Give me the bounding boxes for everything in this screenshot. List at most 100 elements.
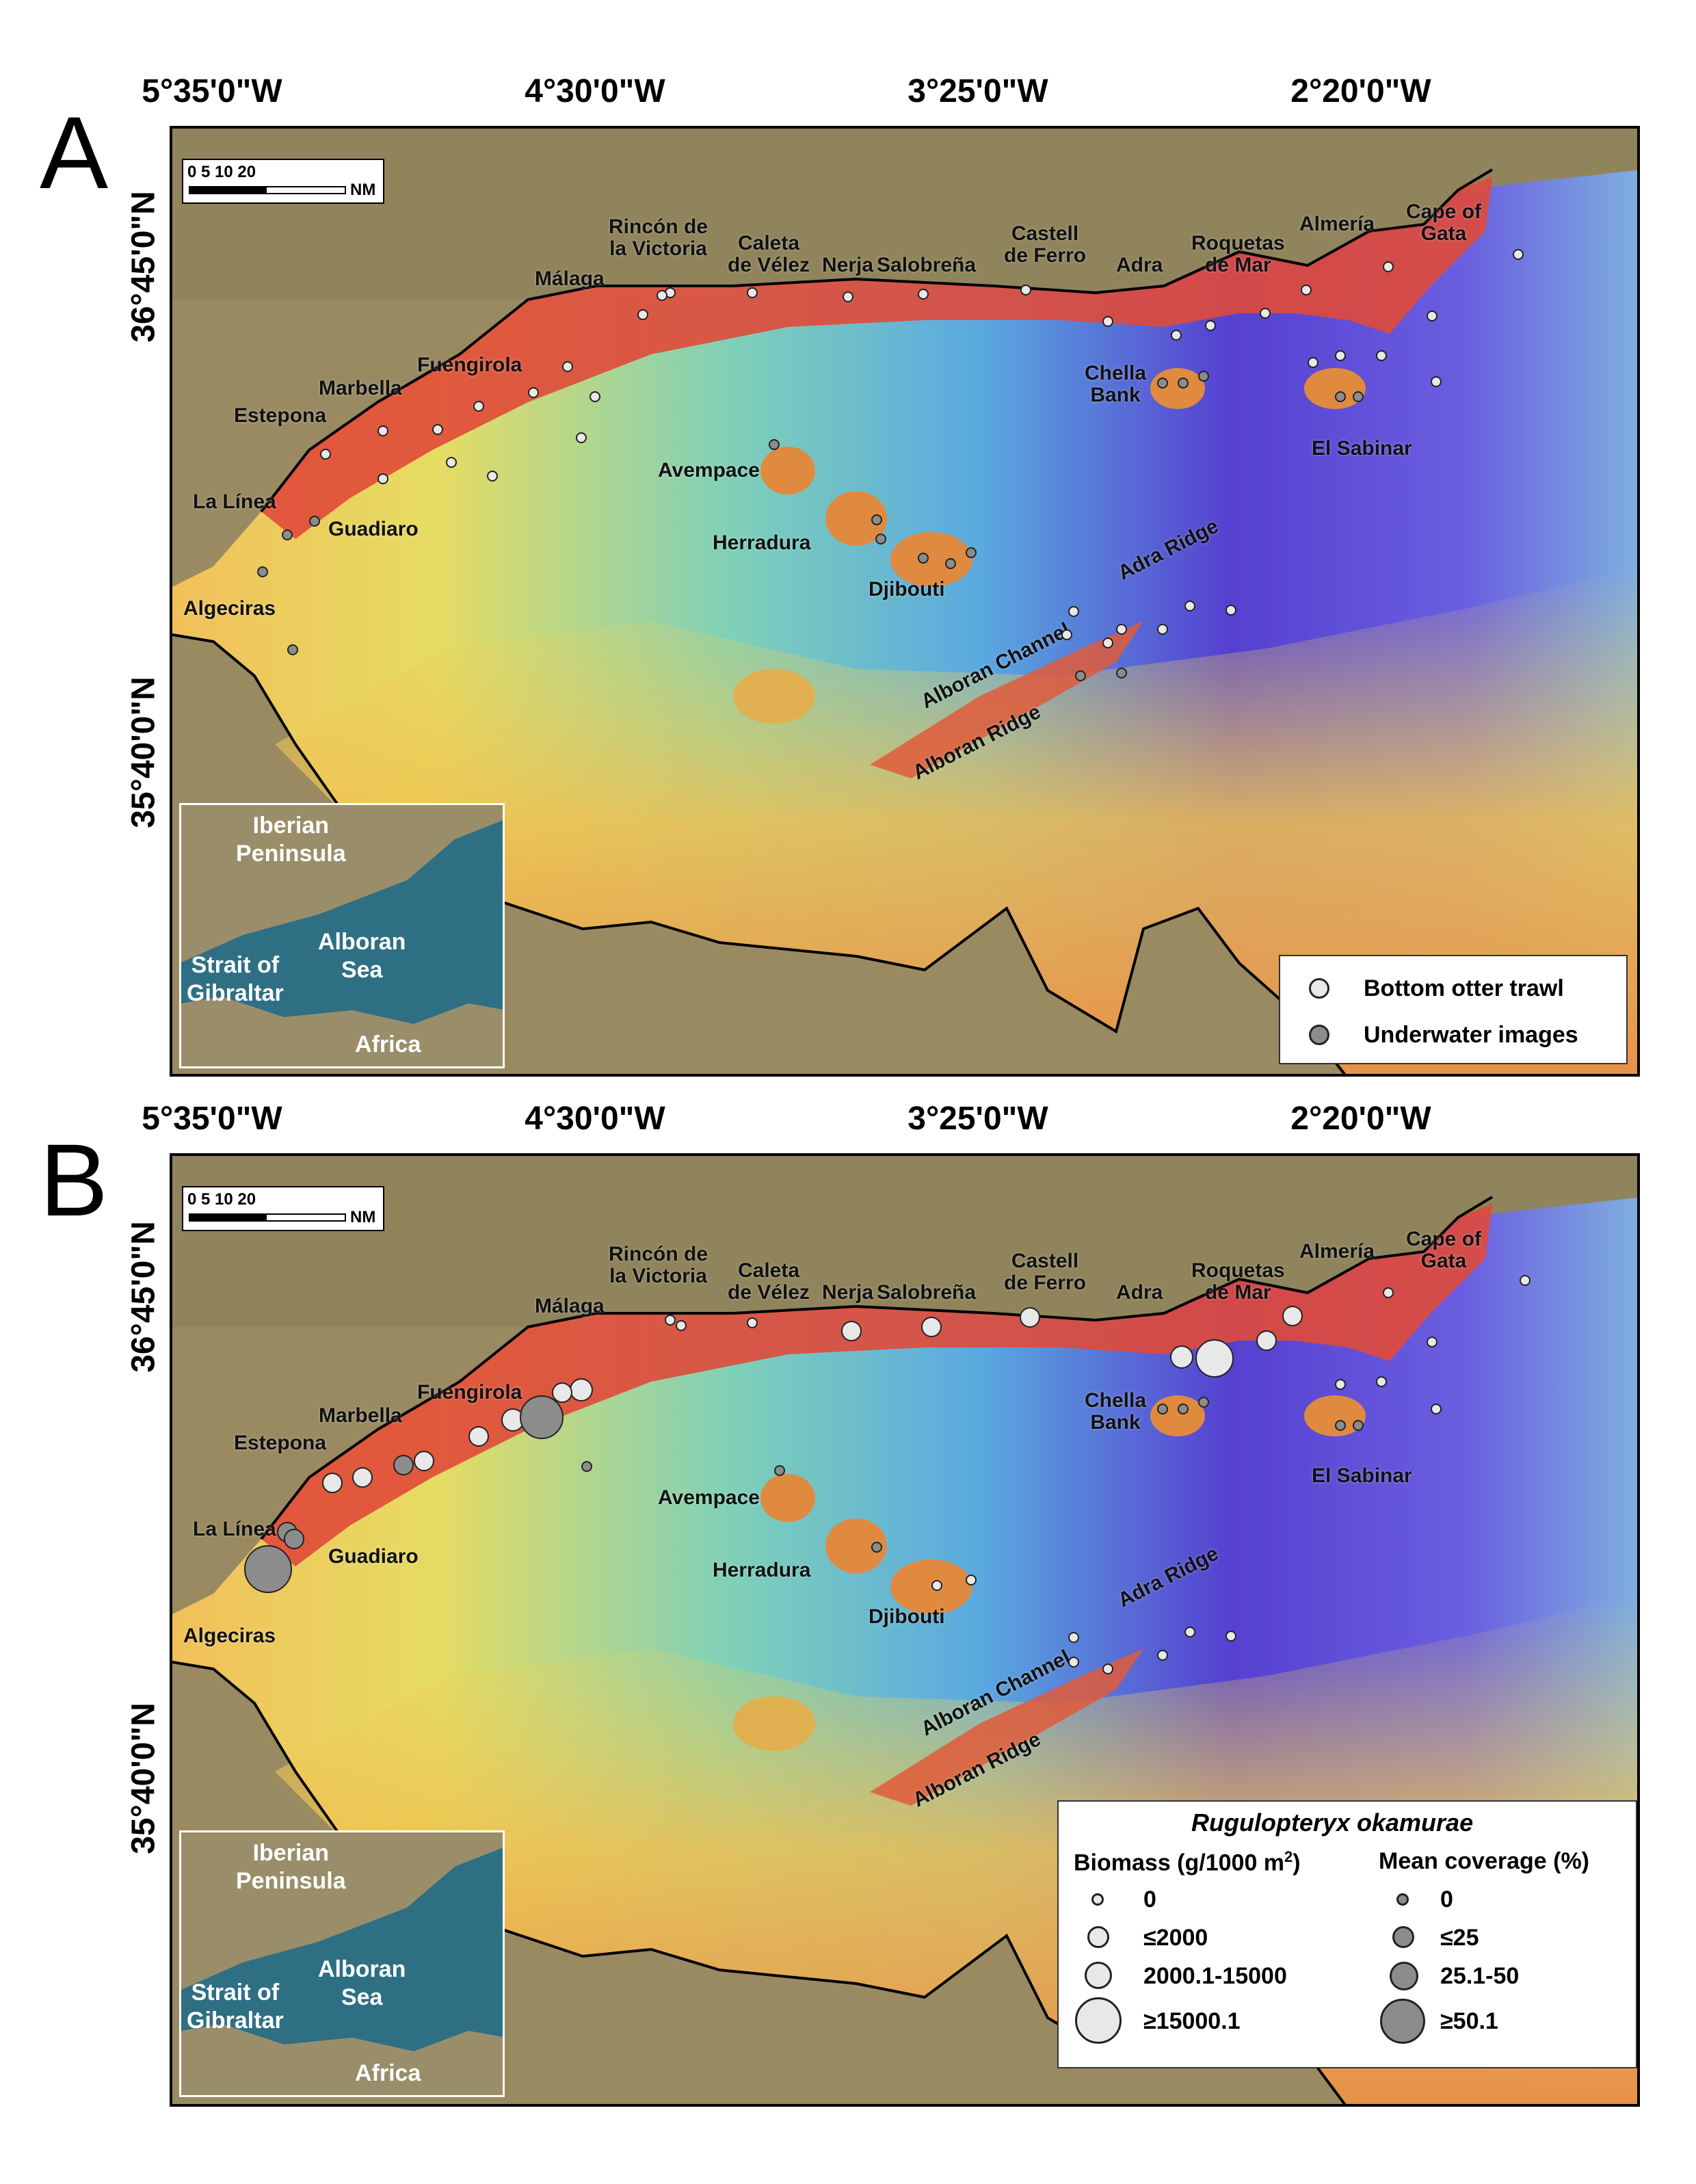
trawl-sample-point — [843, 291, 853, 302]
image-sample-point — [871, 1542, 882, 1553]
trawl-sample-point — [747, 287, 758, 298]
trawl-sample-point — [1020, 285, 1031, 295]
trawl-sample-point — [1205, 320, 1216, 331]
trawl-sample-point — [589, 391, 600, 402]
trawl-sample-point — [562, 361, 573, 372]
lon-tick: 2°20'0"W — [1290, 1101, 1431, 1137]
image-sample-point — [1335, 391, 1346, 402]
place-label: Rincón de la Victoria — [609, 215, 708, 260]
image-sample-point — [257, 566, 268, 577]
lon-tick: 5°35'0"W — [142, 1101, 282, 1137]
trawl-sample-point — [1301, 285, 1312, 295]
image-sample-point — [309, 516, 320, 527]
place-label: Marbella — [319, 1404, 402, 1427]
trawl-sample-point — [1376, 350, 1387, 361]
image-sample-point — [1157, 1404, 1168, 1415]
lon-tick: 4°30'0"W — [525, 73, 665, 109]
scale-bar: 0 5 10 20 NM — [182, 159, 384, 204]
place-label: Málaga — [535, 1295, 605, 1317]
coverage-symbol — [1396, 1893, 1409, 1906]
images-symbol — [1309, 1025, 1329, 1045]
place-label: Roquetas de Mar — [1191, 1259, 1285, 1304]
inset-label: Africa — [355, 1031, 421, 1057]
trawl-sample-point — [322, 1473, 343, 1493]
legend-class: ≤25 — [1440, 1925, 1479, 1951]
place-label: Málaga — [535, 267, 605, 290]
legend-class: 2000.1-15000 — [1143, 1963, 1287, 1989]
place-label: La Línea — [193, 490, 276, 513]
biomass-symbol — [1085, 1962, 1112, 1989]
trawl-sample-point — [747, 1317, 758, 1328]
place-label: Castell de Ferro — [1004, 222, 1087, 267]
image-sample-point — [918, 553, 929, 564]
place-label: Almería — [1299, 1240, 1375, 1263]
coverage-symbol — [1380, 1999, 1425, 2044]
biomass-title: Biomass (g/1000 m — [1074, 1850, 1285, 1876]
biomass-symbol — [1075, 1997, 1122, 2044]
trawl-sample-point — [1068, 1632, 1079, 1643]
trawl-sample-point — [966, 1575, 977, 1586]
image-sample-point — [1178, 1404, 1189, 1415]
inset-label: Africa — [355, 2060, 421, 2086]
scale-segment-white — [265, 186, 346, 194]
trawl-sample-point — [446, 457, 457, 468]
image-sample-point — [581, 1461, 592, 1472]
image-sample-point — [769, 439, 780, 450]
trawl-sample-point — [1102, 316, 1113, 327]
trawl-sample-point — [528, 387, 539, 398]
lon-tick: 4°30'0"W — [525, 1101, 665, 1137]
legend: Bottom otter trawl Underwater images — [1279, 955, 1628, 1064]
scale-numbers: 0 5 10 20 — [187, 1190, 256, 1209]
image-sample-point — [774, 1465, 785, 1476]
trawl-sample-point — [1184, 601, 1195, 611]
legend-class: 25.1-50 — [1440, 1963, 1520, 1989]
place-label: Avempace — [658, 1486, 760, 1509]
biomass-title-sup: 2 — [1284, 1848, 1293, 1865]
place-label: Caleta de Vélez — [728, 232, 810, 276]
place-label: Algeciras — [183, 1624, 276, 1647]
lon-tick: 3°25'0"W — [907, 1101, 1048, 1137]
biomass-symbol — [1087, 1926, 1109, 1948]
trawl-sample-point — [1068, 606, 1079, 617]
lat-tick: 35°40'0"N — [125, 1702, 162, 1854]
location-inset: Iberian Peninsula Alboran Sea Strait of … — [179, 1830, 505, 2097]
legend-label: Underwater images — [1364, 1022, 1578, 1048]
lon-tick: 5°35'0"W — [142, 73, 282, 109]
trawl-sample-point — [918, 289, 929, 300]
biomass-title-close: ) — [1293, 1850, 1301, 1876]
place-label: Castell de Ferro — [1004, 1250, 1087, 1294]
place-label: Estepona — [234, 404, 327, 427]
place-label: Djibouti — [869, 578, 945, 601]
inset-label: Alboran Sea — [318, 929, 406, 983]
place-label: Guadiaro — [328, 518, 419, 540]
trawl-sample-point — [1260, 308, 1271, 319]
lat-tick: 36°45'0"N — [125, 1221, 162, 1373]
image-sample-point — [1178, 378, 1189, 389]
place-label: Adra — [1116, 1281, 1163, 1304]
trawl-sample-point — [320, 449, 331, 460]
place-label: Salobreña — [877, 254, 977, 276]
place-label: Chella Bank — [1085, 1389, 1147, 1434]
trawl-sample-point — [1102, 1663, 1113, 1674]
trawl-sample-point — [921, 1317, 942, 1337]
image-sample-point — [244, 1545, 292, 1593]
trawl-sample-point — [1335, 1379, 1346, 1390]
place-label: Avempace — [658, 459, 760, 482]
trawl-sample-point — [1308, 357, 1319, 368]
legend-title: Mean coverage (%) — [1379, 1848, 1589, 1874]
image-sample-point — [945, 558, 956, 569]
legend-class: ≥50.1 — [1440, 2008, 1498, 2034]
scale-segment-white — [265, 1213, 346, 1222]
image-sample-point — [282, 529, 293, 540]
trawl-sample-point — [377, 425, 388, 436]
image-sample-point — [1116, 668, 1127, 679]
image-sample-point — [871, 514, 882, 525]
image-sample-point — [287, 644, 298, 655]
trawl-sample-point — [576, 432, 587, 443]
trawl-sample-point — [1520, 1275, 1531, 1286]
scale-numbers: 0 5 10 20 — [187, 163, 256, 181]
trawl-sample-point — [473, 401, 484, 412]
inset-label: Iberian Peninsula — [236, 813, 346, 867]
trawl-sample-point — [1335, 350, 1346, 361]
image-sample-point — [1157, 378, 1168, 389]
